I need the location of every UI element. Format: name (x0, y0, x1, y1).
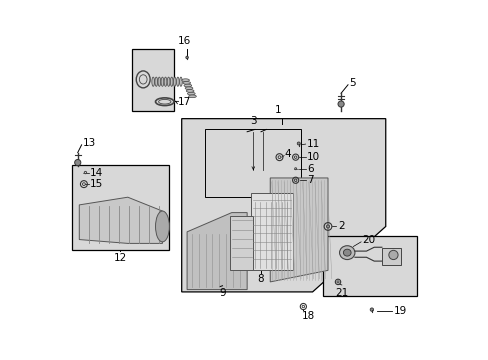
Text: 1: 1 (274, 105, 281, 115)
Text: 21: 21 (335, 288, 348, 298)
Bar (204, 130, 301, 197)
Ellipse shape (161, 77, 163, 86)
Ellipse shape (170, 77, 173, 86)
Text: 8: 8 (257, 274, 264, 284)
Text: 13: 13 (83, 138, 96, 148)
Polygon shape (270, 178, 327, 282)
Text: 12: 12 (113, 253, 126, 263)
Bar (230, 216, 253, 270)
Ellipse shape (173, 77, 176, 86)
Ellipse shape (152, 77, 154, 86)
Ellipse shape (179, 77, 182, 86)
Ellipse shape (176, 77, 179, 86)
Ellipse shape (183, 84, 191, 87)
Text: 16: 16 (178, 36, 191, 46)
Text: 2: 2 (337, 221, 344, 231)
Polygon shape (187, 213, 246, 289)
Text: 6: 6 (306, 164, 313, 174)
Ellipse shape (155, 211, 169, 242)
Text: 18: 18 (302, 311, 315, 321)
Text: 7: 7 (306, 175, 313, 185)
Ellipse shape (183, 81, 190, 84)
Circle shape (75, 159, 81, 166)
Ellipse shape (186, 90, 194, 92)
Bar (381, 248, 400, 265)
Polygon shape (79, 197, 162, 243)
Ellipse shape (388, 250, 397, 260)
Bar (250, 193, 293, 270)
Ellipse shape (167, 77, 170, 86)
Bar (71, 165, 168, 249)
Circle shape (369, 308, 373, 311)
Text: 9: 9 (219, 288, 225, 298)
Text: 20: 20 (362, 235, 375, 245)
Text: 19: 19 (393, 306, 406, 316)
Bar (131, 49, 174, 111)
Text: 15: 15 (90, 179, 103, 189)
Ellipse shape (155, 77, 157, 86)
Ellipse shape (182, 79, 189, 81)
Text: 14: 14 (90, 167, 103, 177)
Circle shape (337, 101, 344, 107)
Bar (322, 236, 416, 296)
Ellipse shape (185, 87, 192, 90)
Ellipse shape (343, 249, 350, 256)
Ellipse shape (164, 77, 166, 86)
Text: 17: 17 (178, 98, 191, 108)
Text: 11: 11 (306, 139, 320, 149)
Text: 5: 5 (349, 78, 355, 88)
Text: 3: 3 (249, 116, 256, 126)
Text: 4: 4 (284, 149, 290, 159)
Text: 10: 10 (306, 152, 320, 162)
Circle shape (185, 56, 188, 59)
Ellipse shape (158, 77, 161, 86)
Circle shape (297, 142, 300, 145)
Ellipse shape (187, 92, 195, 95)
Polygon shape (182, 119, 385, 292)
Ellipse shape (339, 246, 354, 260)
Ellipse shape (188, 95, 196, 98)
